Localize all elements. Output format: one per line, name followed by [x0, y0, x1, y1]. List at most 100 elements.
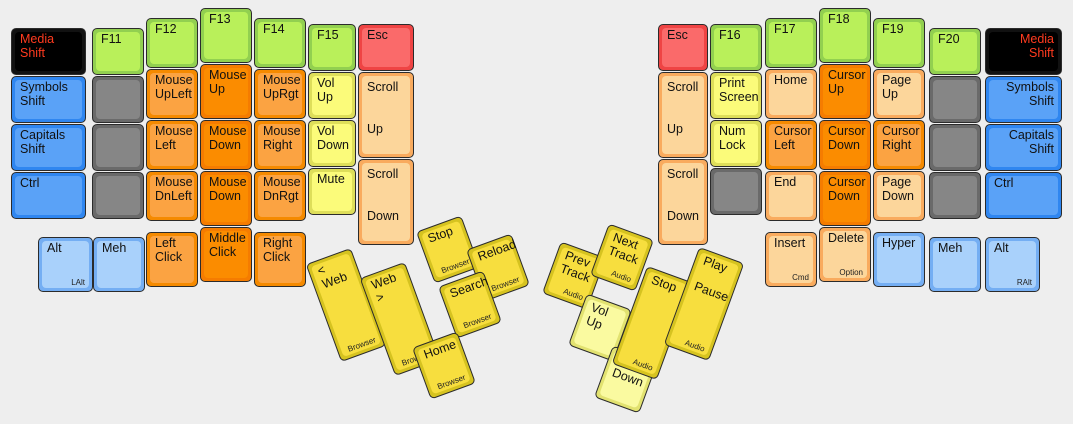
key-insert[interactable]: Insert Cmd: [765, 232, 817, 287]
key-right-click[interactable]: Right Click: [254, 232, 306, 287]
key-delete[interactable]: Delete Option: [819, 227, 871, 282]
key-label: F13: [209, 12, 231, 26]
key-label: Ctrl: [994, 176, 1014, 190]
key-f12[interactable]: F12: [146, 18, 198, 68]
key-label: Stop: [425, 223, 455, 246]
key-mouse-down-left[interactable]: Mouse DnLeft: [146, 171, 198, 221]
keycap-surface: Right Click: [258, 236, 302, 283]
key-blank-r3[interactable]: [929, 124, 981, 171]
key-alt-right[interactable]: Alt RAlt: [985, 237, 1040, 292]
key-alt[interactable]: Alt LAlt: [38, 237, 93, 292]
key-cursor-up[interactable]: Cursor Up: [819, 64, 871, 119]
key-label: Scroll Up: [367, 80, 399, 136]
key-scroll-up-right[interactable]: Scroll Up: [658, 72, 708, 158]
keycap-surface: Ctrl: [15, 176, 82, 215]
key-sublabel: Audio: [683, 338, 707, 354]
key-label: Cursor Up: [828, 68, 866, 96]
key-mouse-up-left[interactable]: Mouse UpLeft: [146, 69, 198, 119]
keycap-surface: Esc: [362, 28, 410, 67]
keycap-surface: Mouse UpRgt: [258, 73, 302, 115]
key-label: Cursor Right: [882, 124, 920, 152]
key-esc-right[interactable]: Esc: [658, 24, 708, 71]
key-meh-left[interactable]: Meh: [93, 237, 145, 292]
key-ctrl-right[interactable]: Ctrl: [985, 172, 1062, 219]
key-label: F17: [774, 22, 796, 36]
key-media-shift[interactable]: Media Shift: [11, 28, 86, 75]
keycap-surface: Symbols Shift: [989, 80, 1058, 119]
key-sublabel: Browser: [346, 335, 378, 354]
key-blank-r2[interactable]: [929, 76, 981, 123]
key-middle-click[interactable]: Middle Click: [200, 227, 252, 282]
key-mouse-left[interactable]: Mouse Left: [146, 120, 198, 170]
key-home[interactable]: Home: [765, 69, 817, 119]
key-blank-l1[interactable]: [92, 76, 144, 123]
keycap-surface: F12: [150, 22, 194, 64]
key-label: Mouse DnRgt: [263, 175, 301, 203]
key-label: F12: [155, 22, 177, 36]
key-esc-left[interactable]: Esc: [358, 24, 414, 71]
key-mute-left[interactable]: Mute: [308, 168, 356, 215]
key-page-up[interactable]: Page Up: [873, 69, 925, 119]
key-capitals-shift-right[interactable]: Capitals Shift: [985, 124, 1062, 171]
key-meh-right[interactable]: Meh: [929, 237, 981, 292]
key-f11[interactable]: F11: [92, 28, 144, 75]
key-blank-l3[interactable]: [92, 172, 144, 219]
key-media-shift-right[interactable]: Media Shift: [985, 28, 1062, 75]
key-blank-r4[interactable]: [929, 172, 981, 219]
key-scroll-up-left[interactable]: Scroll Up: [358, 72, 414, 158]
key-blank-l2[interactable]: [92, 124, 144, 171]
key-label: Alt: [994, 241, 1009, 255]
key-f18[interactable]: F18: [819, 8, 871, 63]
key-f19[interactable]: F19: [873, 18, 925, 68]
key-symbols-shift-right[interactable]: Symbols Shift: [985, 76, 1062, 123]
key-f14[interactable]: F14: [254, 18, 306, 68]
key-mouse-down-1[interactable]: Mouse Down: [200, 120, 252, 170]
key-num-lock[interactable]: Num Lock: [710, 120, 762, 167]
key-label: F11: [101, 32, 122, 46]
keycap-surface: Capitals Shift: [989, 128, 1058, 167]
key-ctrl[interactable]: Ctrl: [11, 172, 86, 219]
key-scroll-down-right[interactable]: Scroll Down: [658, 159, 708, 245]
key-f13[interactable]: F13: [200, 8, 252, 63]
keycap-surface: Cursor Up: [823, 68, 867, 115]
key-label: Media Shift: [1019, 32, 1054, 60]
key-page-down[interactable]: Page Down: [873, 171, 925, 221]
key-f17[interactable]: F17: [765, 18, 817, 68]
keycap-surface: Delete Option: [823, 231, 867, 278]
key-label: Mouse Down: [209, 175, 247, 203]
keycap-surface: F15: [312, 28, 352, 67]
key-mouse-right[interactable]: Mouse Right: [254, 120, 306, 170]
key-cursor-down-1[interactable]: Cursor Down: [819, 120, 871, 170]
key-f16[interactable]: F16: [710, 24, 762, 71]
keycap-surface: F16: [714, 28, 758, 67]
key-end[interactable]: End: [765, 171, 817, 221]
keycap-surface: [714, 172, 758, 211]
key-f15[interactable]: F15: [308, 24, 356, 71]
key-hyper[interactable]: Hyper: [873, 232, 925, 287]
key-sublabel: Browser: [490, 274, 521, 294]
keycap-surface: Capitals Shift: [15, 128, 82, 167]
key-mouse-up-right[interactable]: Mouse UpRgt: [254, 69, 306, 119]
key-cursor-right[interactable]: Cursor Right: [873, 120, 925, 170]
key-label: Prev Track: [558, 248, 593, 285]
key-f20[interactable]: F20: [929, 28, 981, 75]
key-sublabel: Browser: [440, 256, 471, 276]
key-sublabel: Audio: [562, 286, 585, 303]
key-mouse-down-2[interactable]: Mouse Down: [200, 171, 252, 226]
key-label: Vol Up: [584, 300, 611, 332]
key-cursor-left[interactable]: Cursor Left: [765, 120, 817, 170]
key-vol-down-left[interactable]: Vol Down: [308, 120, 356, 167]
key-left-click[interactable]: Left Click: [146, 232, 198, 287]
key-mouse-up[interactable]: Mouse Up: [200, 64, 252, 119]
key-label: F16: [719, 28, 741, 42]
key-label: End: [774, 175, 797, 189]
keycap-surface: F17: [769, 22, 813, 64]
key-capitals-shift[interactable]: Capitals Shift: [11, 124, 86, 171]
key-blank-r1[interactable]: [710, 168, 762, 215]
key-vol-up-left[interactable]: Vol Up: [308, 72, 356, 119]
key-print-screen[interactable]: Print Screen: [710, 72, 762, 119]
key-scroll-down-left[interactable]: Scroll Down: [358, 159, 414, 245]
key-mouse-down-right[interactable]: Mouse DnRgt: [254, 171, 306, 221]
key-cursor-down-2[interactable]: Cursor Down: [819, 171, 871, 226]
key-symbols-shift[interactable]: Symbols Shift: [11, 76, 86, 123]
